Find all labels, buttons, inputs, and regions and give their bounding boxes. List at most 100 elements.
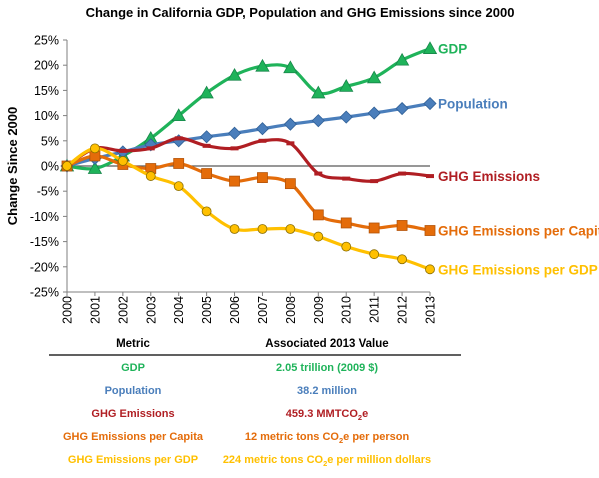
- data-point: [227, 67, 242, 81]
- data-point: [425, 264, 435, 275]
- data-point: [201, 168, 213, 179]
- series-label: Population: [438, 97, 508, 112]
- x-tick-label: 2009: [312, 296, 326, 324]
- table-value-main: 459.3 MMTCO: [286, 408, 359, 420]
- x-tick-label: 2006: [228, 296, 242, 324]
- x-tick-label: 2003: [144, 296, 158, 324]
- table-metric: GHG Emissions per Capita: [63, 431, 204, 443]
- data-point: [255, 58, 270, 72]
- x-tick-label: 2010: [340, 296, 354, 324]
- y-tick-label: -5%: [37, 185, 59, 199]
- series-label: GDP: [438, 42, 467, 57]
- data-point: [283, 60, 298, 74]
- x-tick-label: 2005: [200, 296, 214, 324]
- table-value-subscript: 2: [323, 459, 327, 468]
- data-point: [145, 171, 156, 181]
- y-tick-label: 20%: [34, 59, 59, 73]
- data-point: [422, 41, 438, 54]
- table-metric: GHG Emissions: [91, 408, 174, 420]
- data-point: [340, 217, 352, 229]
- data-point: [423, 96, 437, 111]
- series-ghg-emissions-per-capita: GHG Emissions per Capita: [61, 150, 599, 239]
- series-layer: GDP Population GHG Emissions GHG Emissions …: [59, 41, 599, 277]
- table-value-main: 12 metric tons CO: [245, 431, 340, 443]
- x-tick-label: 2012: [396, 296, 410, 324]
- data-point: [257, 172, 268, 183]
- x-tick-label: 2013: [424, 296, 438, 324]
- data-point: [171, 108, 186, 121]
- table-header-metric: Metric: [116, 338, 150, 350]
- data-point: [339, 79, 354, 92]
- table-value: 459.3 MMTCO2e: [286, 408, 368, 422]
- data-point: [90, 143, 100, 154]
- x-tick-label: 2007: [256, 296, 270, 324]
- data-point: [255, 122, 270, 136]
- chart-title: Change in California GDP, Population and…: [86, 5, 515, 20]
- data-point: [312, 209, 324, 221]
- y-tick-label: 10%: [34, 109, 59, 123]
- y-tick-label: -15%: [30, 235, 59, 249]
- series-ghg-emissions-per-gdp: GHG Emissions per GDP: [62, 143, 598, 277]
- series-ghg-emissions: GHG Emissions: [63, 136, 540, 184]
- x-tick-label: 2011: [368, 296, 382, 323]
- table-metric: Population: [105, 385, 162, 397]
- table-value-suffix: e per person: [343, 431, 409, 443]
- data-point: [87, 161, 103, 174]
- table-value: 2.05 trillion (2009 $): [276, 362, 378, 374]
- y-tick-label: 15%: [34, 84, 59, 98]
- table-row: GHG Emissions per Capita 12 metric tons C…: [63, 431, 409, 445]
- table-value: 12 metric tons CO2e per person: [245, 431, 410, 445]
- data-point: [201, 206, 212, 217]
- data-point: [313, 231, 324, 242]
- y-tick-label: 5%: [41, 134, 59, 148]
- data-point: [395, 101, 409, 116]
- y-axis-title: Change Since 2000: [5, 107, 20, 226]
- data-point: [284, 178, 296, 190]
- data-point: [117, 156, 128, 166]
- summary-table: Metric Associated 2013 Value GDP 2.05 trill…: [49, 338, 461, 468]
- data-point: [173, 181, 184, 192]
- data-point: [199, 85, 214, 99]
- y-tick-label: -25%: [30, 286, 59, 300]
- data-point: [424, 225, 436, 236]
- series-label: GHG Emissions: [438, 169, 540, 184]
- x-tick-label: 2004: [172, 296, 186, 324]
- x-tick-label: 2000: [61, 296, 75, 324]
- data-point: [341, 241, 352, 252]
- y-tick-label: -20%: [30, 260, 59, 274]
- x-tick-label: 2001: [88, 296, 102, 324]
- data-point: [285, 224, 296, 234]
- data-point: [394, 52, 410, 66]
- table-value: 38.2 million: [297, 385, 357, 397]
- table-metric: GHG Emissions per GDP: [68, 454, 198, 466]
- table-value-suffix: e per million dollars: [327, 454, 431, 466]
- table-value-suffix: e: [362, 408, 368, 420]
- table-value-main: 38.2 million: [297, 385, 357, 397]
- data-point: [339, 110, 353, 124]
- data-point: [366, 70, 382, 84]
- data-point: [283, 117, 297, 131]
- y-tick-label: 0%: [41, 160, 59, 174]
- table-value-subscript: 2: [358, 413, 362, 422]
- data-point: [311, 85, 326, 99]
- y-tick-label: -10%: [30, 210, 59, 224]
- table-row: GHG Emissions 459.3 MMTCO2e: [91, 408, 368, 422]
- data-point: [397, 254, 407, 265]
- table-metric: GDP: [121, 362, 145, 374]
- table-row: GHG Emissions per GDP 224 metric tons CO2…: [68, 454, 431, 468]
- series-label: GHG Emissions per Capita: [438, 224, 599, 239]
- table-value-main: 224 metric tons CO: [223, 454, 324, 466]
- table-value: 224 metric tons CO2e per million dollars: [223, 454, 431, 468]
- x-tick-label: 2002: [116, 296, 130, 324]
- table-value-subscript: 2: [339, 436, 343, 445]
- x-tick-label: 2008: [284, 296, 298, 324]
- data-point: [200, 130, 214, 144]
- series-label: GHG Emissions per GDP: [438, 262, 598, 277]
- data-point: [311, 114, 325, 128]
- data-point: [173, 158, 185, 169]
- y-tick-label: 25%: [34, 34, 59, 48]
- data-point: [368, 222, 380, 234]
- data-point: [229, 175, 240, 187]
- table-row: Population 38.2 million: [105, 385, 358, 397]
